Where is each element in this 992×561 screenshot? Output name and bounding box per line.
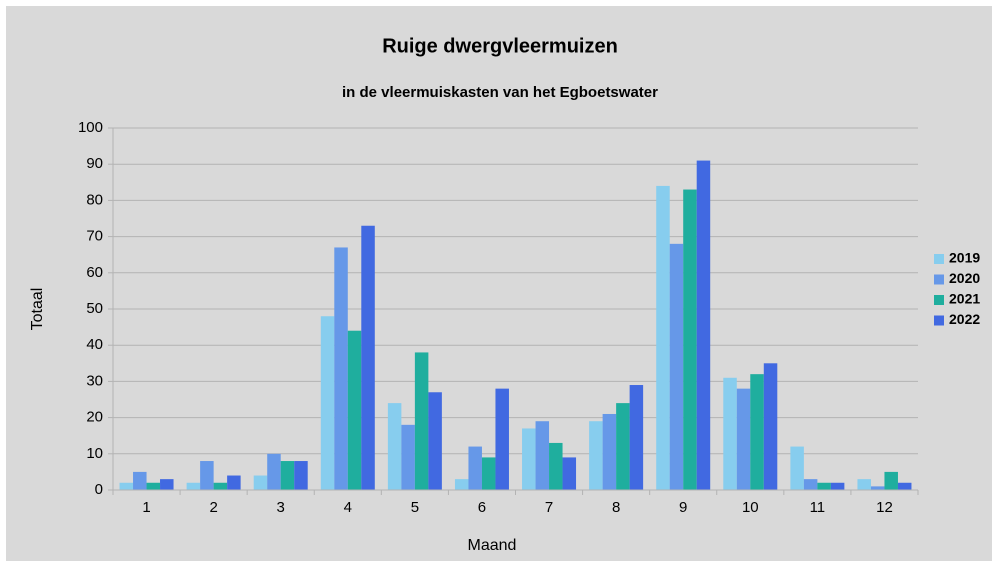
y-tick-label: 100 [78,119,103,136]
bar [535,421,550,490]
bar [133,471,147,490]
x-tick-label: 8 [612,499,620,516]
x-tick-label: 3 [277,499,285,516]
bar [481,457,496,490]
bar [186,482,201,490]
bar [884,471,898,490]
chart-subtitle: in de vleermuiskasten van het Egboetswat… [342,84,658,101]
x-tick-label: 1 [142,499,150,516]
bar [683,189,697,491]
bar [562,457,577,490]
bar [616,403,630,490]
bar [870,486,885,490]
bar [213,482,228,490]
legend-swatch [934,274,944,285]
x-tick-label: 9 [679,499,687,516]
y-tick-label: 20 [86,409,103,426]
bar [736,388,751,490]
y-tick-label: 90 [86,155,103,172]
bar [857,479,871,490]
bar [763,363,778,490]
bar [347,330,362,490]
bar [146,482,161,490]
x-tick-label: 6 [478,499,486,516]
bar [656,185,670,491]
legend-label: 2021 [949,291,980,307]
bar [119,482,134,490]
bar [414,352,429,490]
bar [334,247,348,490]
x-tick-label: 10 [742,499,759,516]
bar [280,461,295,490]
bar [253,475,268,490]
x-tick-label: 7 [545,499,553,516]
bar [428,392,442,490]
y-tick-label: 40 [86,336,103,353]
y-axis-label: Totaal [29,288,46,331]
bar [696,160,711,490]
legend-swatch [934,295,944,305]
bar [803,479,818,490]
legend-label: 2022 [949,311,980,327]
bar [830,482,845,490]
x-tick-label: 5 [411,499,419,516]
y-tick-label: 70 [86,228,103,245]
bar [468,446,482,490]
y-tick-label: 30 [86,372,103,389]
bar [227,475,241,490]
legend-swatch [934,315,944,326]
bar [294,461,308,490]
chart-title: Ruige dwergvleermuizen [382,35,618,57]
x-tick-label: 2 [209,499,217,516]
bar [549,442,563,490]
bar [602,413,617,490]
bar [361,225,375,491]
bar [817,482,831,490]
y-tick-label: 80 [86,191,103,208]
bar [200,461,214,490]
legend-swatch [934,254,944,264]
bar [387,403,402,490]
legend-label: 2020 [949,270,980,286]
bar [495,388,509,490]
bar [897,482,912,490]
bar [267,453,281,490]
bar [401,424,415,490]
bar [522,428,536,490]
bar [320,316,335,490]
y-tick-label: 10 [86,445,103,462]
x-tick-label: 11 [810,499,826,516]
bar [160,479,174,490]
bar [669,243,684,490]
x-tick-label: 4 [344,499,352,516]
x-axis-label: Maand [468,537,517,554]
bar [589,421,603,490]
bar [454,479,469,490]
y-tick-label: 0 [95,481,103,498]
y-tick-label: 50 [86,300,103,317]
bar [790,446,804,490]
bar [723,377,737,490]
legend-label: 2019 [949,250,980,266]
y-tick-label: 60 [86,264,103,281]
bar [629,385,644,490]
x-tick-label: 12 [876,499,893,516]
bar [750,374,764,490]
